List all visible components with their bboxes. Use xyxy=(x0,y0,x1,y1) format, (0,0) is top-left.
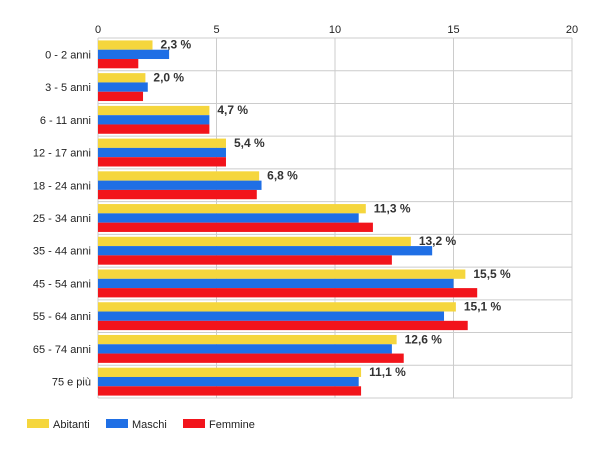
bar-abitanti xyxy=(98,40,153,50)
bar-abitanti xyxy=(98,367,362,377)
legend-label: Abitanti xyxy=(53,419,90,431)
data-labels: 2,3 % 2,0 % 4,7 % 5,4 % 6,8 % 11,3 % 13,2 % 15,… xyxy=(153,38,511,379)
category-label: 45 - 54 anni xyxy=(33,278,91,290)
bar-abitanti xyxy=(98,236,411,247)
bar-maschi xyxy=(98,376,359,387)
x-tick-label: 5 xyxy=(213,24,219,36)
data-label: 12,6 % xyxy=(405,332,443,346)
bar-femmine xyxy=(98,91,144,102)
data-label: 13,2 % xyxy=(419,234,457,248)
legend: Abitanti Maschi Femmine xyxy=(27,419,255,431)
bar-femmine xyxy=(98,59,139,69)
x-axis-ticks: 0 5 10 15 20 xyxy=(95,24,578,36)
bar-maschi xyxy=(98,115,210,125)
x-tick-label: 15 xyxy=(447,24,459,36)
data-label: 4,7 % xyxy=(217,103,248,117)
category-label: 3 - 5 anni xyxy=(45,82,91,94)
category-label: 75 e più xyxy=(52,377,91,389)
legend-swatch-maschi xyxy=(106,419,128,428)
data-label: 15,5 % xyxy=(473,267,511,281)
bar-abitanti xyxy=(98,269,466,279)
legend-swatch-abitanti xyxy=(27,419,49,428)
bar-maschi xyxy=(98,311,445,321)
category-labels: 0 - 2 anni 3 - 5 anni 6 - 11 anni 12 - 17 a… xyxy=(33,49,91,388)
bar-maschi xyxy=(98,246,433,256)
category-label: 25 - 34 anni xyxy=(33,213,91,225)
category-label: 6 - 11 anni xyxy=(40,115,91,127)
category-label: 55 - 64 anni xyxy=(33,311,91,323)
bar-femmine xyxy=(98,353,404,363)
bar-femmine xyxy=(98,157,226,167)
category-label: 18 - 24 anni xyxy=(33,180,91,192)
bar-femmine xyxy=(98,255,392,265)
data-label: 6,8 % xyxy=(267,169,298,183)
bar-abitanti xyxy=(98,138,226,148)
bar-abitanti xyxy=(98,302,456,312)
category-label: 65 - 74 anni xyxy=(33,344,91,356)
data-label: 2,0 % xyxy=(153,70,184,84)
x-tick-label: 20 xyxy=(566,24,578,36)
data-label: 11,3 % xyxy=(374,201,411,215)
bar-abitanti xyxy=(98,204,366,214)
data-label: 11,1 % xyxy=(369,365,406,379)
legend-label: Femmine xyxy=(209,419,255,431)
data-label: 15,1 % xyxy=(464,300,502,314)
bar-maschi xyxy=(98,213,359,223)
bar-maschi xyxy=(98,49,170,60)
bar-abitanti xyxy=(98,171,260,181)
bar-abitanti xyxy=(98,105,210,116)
bar-femmine xyxy=(98,124,210,134)
category-label: 0 - 2 anni xyxy=(45,49,91,61)
bar-abitanti xyxy=(98,334,397,345)
category-label: 35 - 44 anni xyxy=(33,246,91,258)
legend-swatch-femmine xyxy=(183,419,205,428)
category-label: 12 - 17 anni xyxy=(33,148,91,160)
bar-femmine xyxy=(98,189,257,200)
bar-maschi xyxy=(98,278,454,289)
bar-femmine xyxy=(98,222,373,232)
bar-femmine xyxy=(98,288,478,298)
x-tick-label: 10 xyxy=(329,24,341,36)
bar-maschi xyxy=(98,147,226,158)
data-label: 5,4 % xyxy=(234,136,265,150)
bar-femmine xyxy=(98,386,362,396)
grid-lines xyxy=(97,37,573,399)
bar-maschi xyxy=(98,180,262,190)
bar-femmine xyxy=(98,320,468,331)
x-tick-label: 0 xyxy=(95,24,101,36)
legend-label: Maschi xyxy=(132,419,167,431)
bar-maschi xyxy=(98,82,148,92)
bars xyxy=(98,40,478,396)
data-label: 2,3 % xyxy=(161,38,192,52)
bar-abitanti xyxy=(98,73,146,83)
bar-maschi xyxy=(98,344,392,354)
